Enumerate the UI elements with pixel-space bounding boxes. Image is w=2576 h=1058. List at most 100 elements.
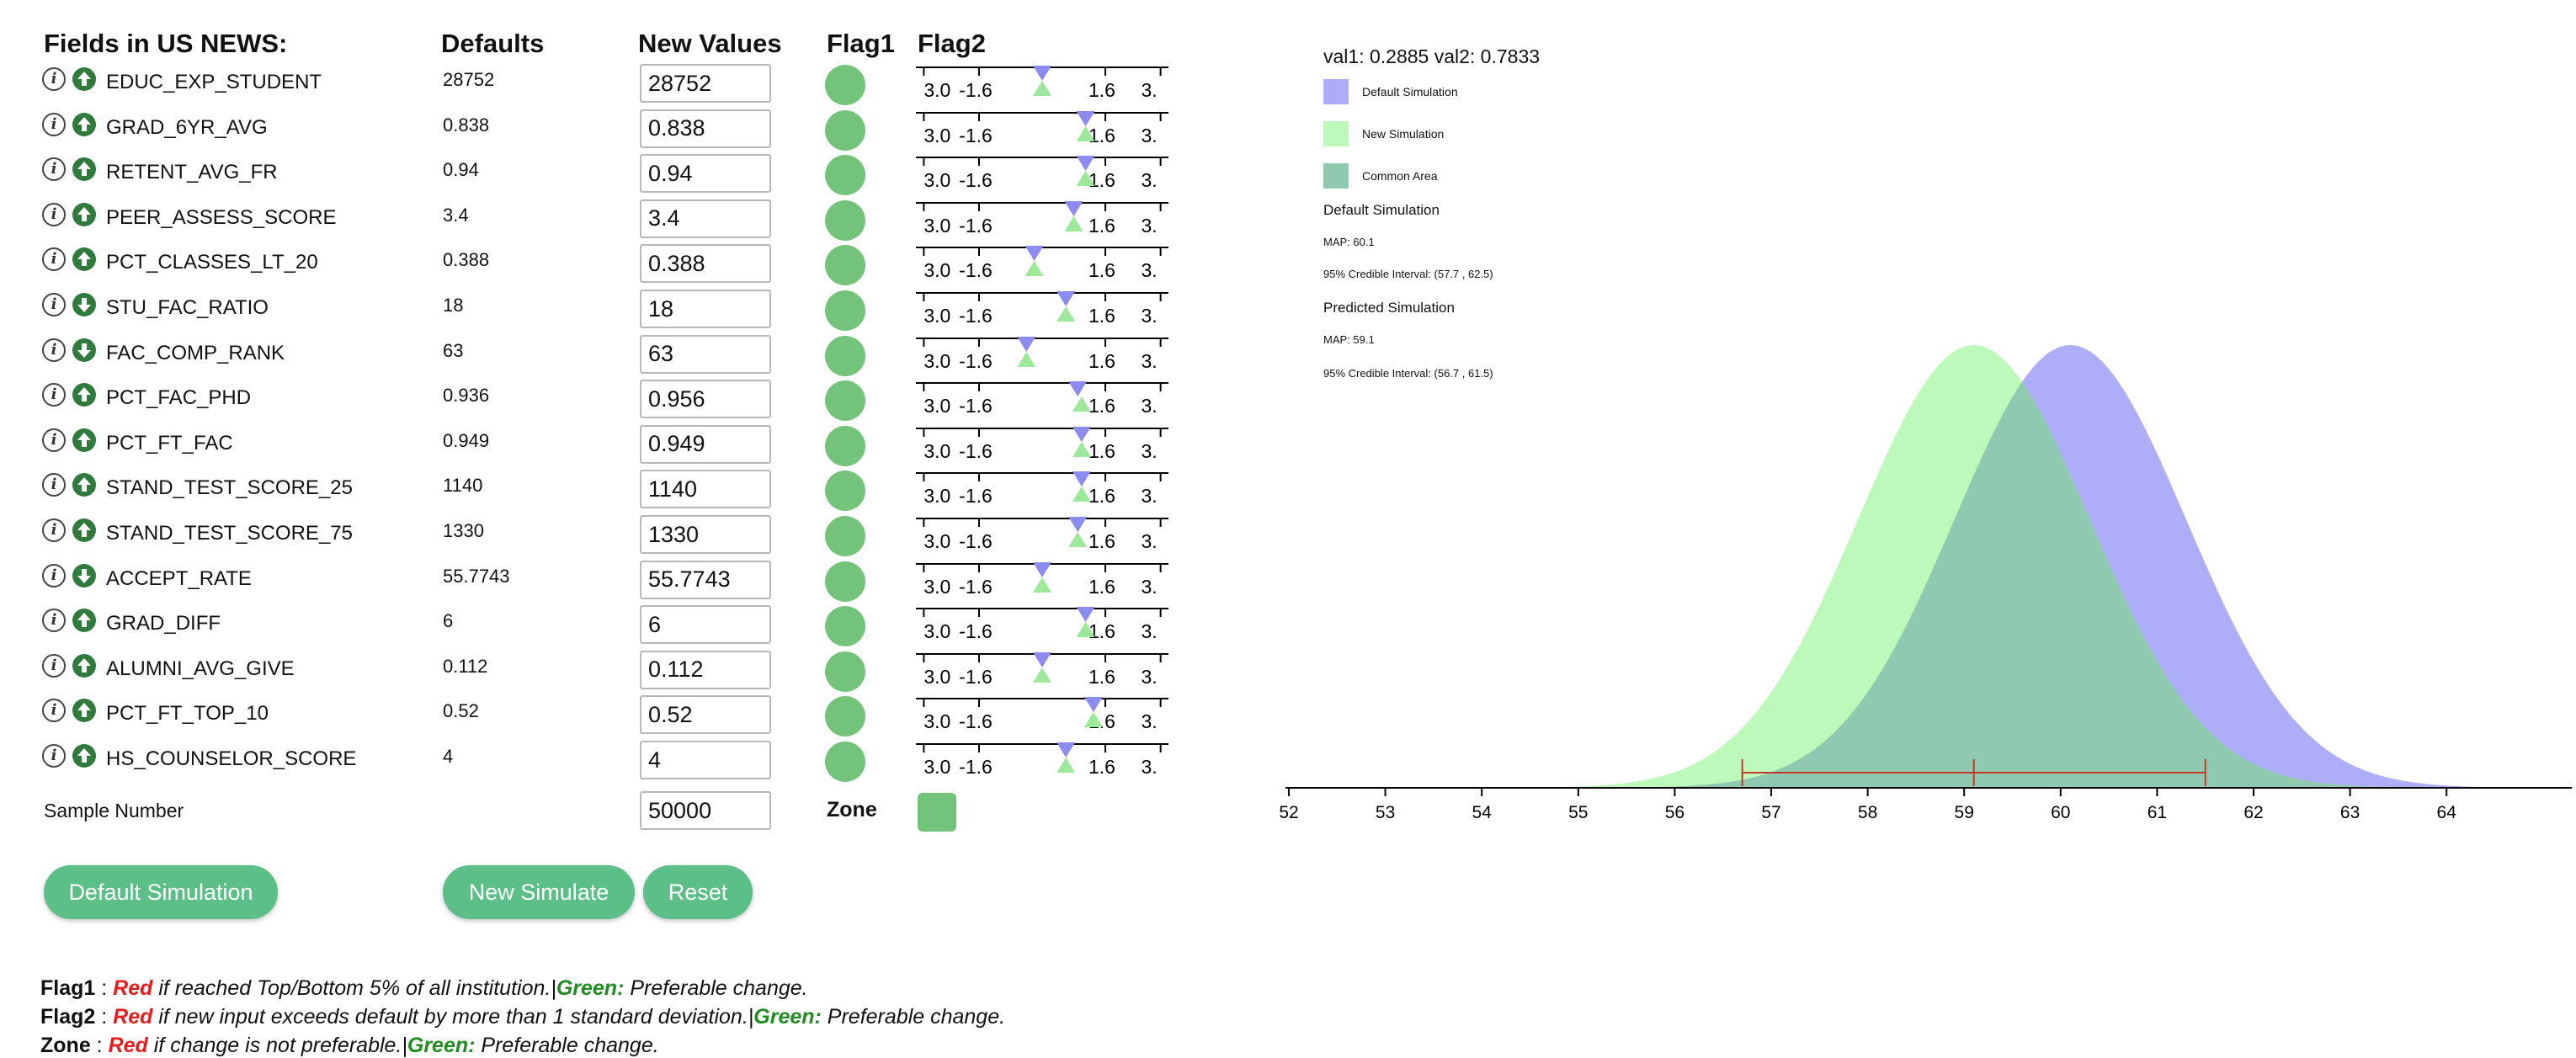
info-icon[interactable]: i [42, 247, 66, 272]
new-value-input[interactable] [640, 470, 771, 509]
info-icon[interactable]: i [42, 112, 66, 136]
scale-tick-label: 3. [1141, 350, 1157, 372]
field-name: ALUMNI_AVG_GIVE [106, 657, 295, 680]
flag1-indicator [825, 335, 865, 376]
scale-tick-label: 3. [1141, 576, 1157, 598]
flag2-legend-sep: : [95, 1005, 114, 1029]
arrow-up-icon [72, 518, 96, 542]
info-icon[interactable]: i [42, 653, 66, 678]
flag2-scale: 3.0 -1.6 1.6 3. [916, 291, 1168, 327]
info-icon[interactable]: i [42, 563, 66, 587]
new-value-input[interactable] [640, 741, 771, 779]
new-value-input[interactable] [640, 199, 771, 238]
arrow-up-icon [72, 428, 96, 452]
info-icon[interactable]: i [42, 744, 66, 768]
flag1-legend-sep: : [95, 976, 114, 1000]
info-icon[interactable]: i [42, 157, 66, 182]
info-icon[interactable]: i [42, 383, 66, 407]
new-value-input[interactable] [640, 154, 771, 194]
default-value: 55.7743 [443, 565, 510, 587]
field-name: STAND_TEST_SCORE_25 [106, 476, 353, 500]
scale-tick-label: 3.0 [923, 350, 950, 372]
default-simulation-button[interactable]: Default Simulation [44, 865, 278, 919]
default-marker [1056, 742, 1076, 758]
default-marker [1017, 336, 1036, 352]
flag1-indicator [825, 696, 865, 737]
flag1-legend-green-text: Preferable change. [624, 976, 808, 1000]
default-value: 3.4 [443, 204, 469, 226]
default-marker [1076, 607, 1095, 623]
scale-tick-label: 3. [1141, 620, 1157, 642]
flag2-scale: 3.0 -1.6 1.6 3. [916, 66, 1168, 101]
info-icon[interactable]: i [42, 67, 66, 91]
scale-tick-label: -1.6 [959, 666, 993, 688]
default-value: 18 [443, 295, 464, 316]
flag2-legend-red: Red [113, 1005, 153, 1029]
flag1-indicator [825, 425, 865, 466]
flag2-legend-red-text: if new input exceeds default by more tha… [152, 1005, 754, 1029]
legend-swatch-common [1323, 163, 1349, 189]
info-icon[interactable]: i [42, 338, 66, 362]
default-value: 0.388 [443, 249, 490, 271]
default-value: 1330 [443, 520, 484, 541]
arrow-down-icon [72, 293, 96, 316]
info-icon[interactable]: i [42, 293, 66, 316]
field-row: i EDUC_EXP_STUDENT 28752 3.0 -1.6 1.6 3. [0, 64, 1179, 109]
info-icon[interactable]: i [42, 202, 66, 226]
sample-number-input[interactable] [640, 791, 771, 830]
flag2-scale: 3.0 -1.6 1.6 3. [916, 156, 1168, 191]
new-value-input[interactable] [640, 605, 771, 645]
flag1-indicator [825, 380, 865, 422]
scale-tick-label: 3.0 [923, 395, 950, 417]
field-name: PCT_FT_TOP_10 [106, 702, 269, 726]
scale-tick-label: 1.6 [1088, 440, 1115, 462]
new-value-input[interactable] [640, 64, 771, 103]
new-value-input[interactable] [640, 650, 771, 689]
defaults-header: Defaults [441, 29, 545, 58]
default-marker [1076, 156, 1095, 172]
new-value-input[interactable] [640, 109, 771, 148]
field-name: STAND_TEST_SCORE_75 [106, 522, 353, 545]
new-marker [1072, 396, 1091, 412]
new-marker [1076, 622, 1095, 638]
field-name: PCT_FAC_PHD [106, 386, 252, 410]
scale-tick-label: 3.0 [923, 215, 950, 237]
default-value: 0.838 [443, 114, 490, 136]
info-icon[interactable]: i [42, 473, 66, 497]
info-icon[interactable]: i [42, 609, 66, 633]
scale-tick-label: 3. [1141, 215, 1157, 237]
flag1-indicator [825, 651, 865, 692]
new-value-input[interactable] [640, 515, 771, 554]
field-name: HS_COUNSELOR_SCORE [106, 747, 357, 770]
scale-tick-label: 1.6 [1088, 79, 1115, 101]
field-name: GRAD_6YR_AVG [106, 115, 268, 139]
distribution-chart: 52 53 54 55 56 57 58 59 60 61 62 63 64 [1279, 345, 2573, 822]
field-name: PCT_FT_FAC [106, 431, 233, 455]
info-icon[interactable]: i [42, 428, 66, 452]
new-value-input[interactable] [640, 334, 771, 374]
new-value-input[interactable] [640, 244, 771, 284]
scale-tick-label: 3. [1141, 710, 1157, 732]
flag1-indicator [825, 290, 865, 331]
new-simulate-button[interactable]: New Simulate [443, 865, 635, 919]
chart-info-line: val1: 0.2885 val2: 0.7833 [1323, 45, 1541, 67]
new-marker [1025, 261, 1044, 277]
default-marker [1068, 517, 1088, 532]
field-name: EDUC_EXP_STUDENT [106, 71, 322, 93]
info-icon[interactable]: i [42, 518, 66, 542]
new-value-input[interactable] [640, 424, 771, 464]
info-icon[interactable]: i [42, 699, 66, 723]
new-value-input[interactable] [640, 290, 771, 328]
new-value-input[interactable] [640, 695, 771, 735]
new-value-input[interactable] [640, 380, 771, 419]
reset-button[interactable]: Reset [643, 865, 753, 919]
default-value: 28752 [443, 69, 495, 90]
default-marker [1025, 246, 1044, 262]
new-marker [1072, 486, 1091, 502]
flag1-indicator [825, 561, 865, 602]
flag1-indicator [825, 742, 865, 782]
arrow-up-icon [72, 202, 96, 226]
new-value-input[interactable] [640, 560, 771, 599]
field-row: i RETENT_AVG_FR 0.94 3.0 -1.6 1.6 3. [0, 154, 1179, 199]
default-value: 0.112 [443, 655, 488, 677]
